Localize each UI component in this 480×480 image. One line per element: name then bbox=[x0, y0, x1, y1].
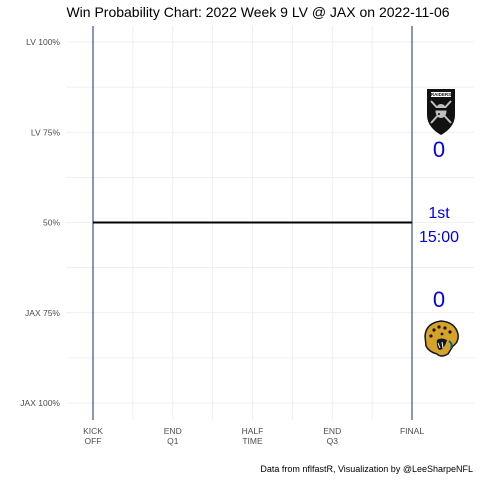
y-tick-label: LV 100% bbox=[26, 37, 60, 47]
x-tick-label: FINAL bbox=[400, 426, 424, 436]
away-score: 0 bbox=[433, 137, 445, 162]
x-tick-label: HALF bbox=[242, 426, 264, 436]
y-tick-label: JAX 100% bbox=[20, 398, 60, 408]
x-tick-label: OFF bbox=[85, 436, 102, 446]
x-tick-label: TIME bbox=[242, 436, 263, 446]
raiders-shield-logo: RAIDERS bbox=[427, 89, 455, 135]
chart-caption: Data from nflfastR, Visualization by @Le… bbox=[260, 464, 473, 474]
series-layer bbox=[92, 26, 413, 420]
chart-title: Win Probability Chart: 2022 Week 9 LV @ … bbox=[66, 4, 449, 20]
y-tick-label: 50% bbox=[43, 218, 60, 228]
y-tick-label: JAX 75% bbox=[25, 308, 60, 318]
home-score: 0 bbox=[433, 287, 445, 312]
x-tick-label: Q3 bbox=[327, 436, 339, 446]
x-tick-label: KICK bbox=[83, 426, 103, 436]
y-tick-label: LV 75% bbox=[31, 127, 61, 137]
game-clock: 15:00 bbox=[419, 229, 459, 246]
game-quarter: 1st bbox=[428, 205, 450, 222]
x-tick-label: END bbox=[323, 426, 341, 436]
x-tick-label: Q1 bbox=[167, 436, 179, 446]
jaguars-head-logo bbox=[424, 320, 459, 357]
x-tick-label: END bbox=[164, 426, 182, 436]
svg-text:RAIDERS: RAIDERS bbox=[431, 92, 451, 97]
